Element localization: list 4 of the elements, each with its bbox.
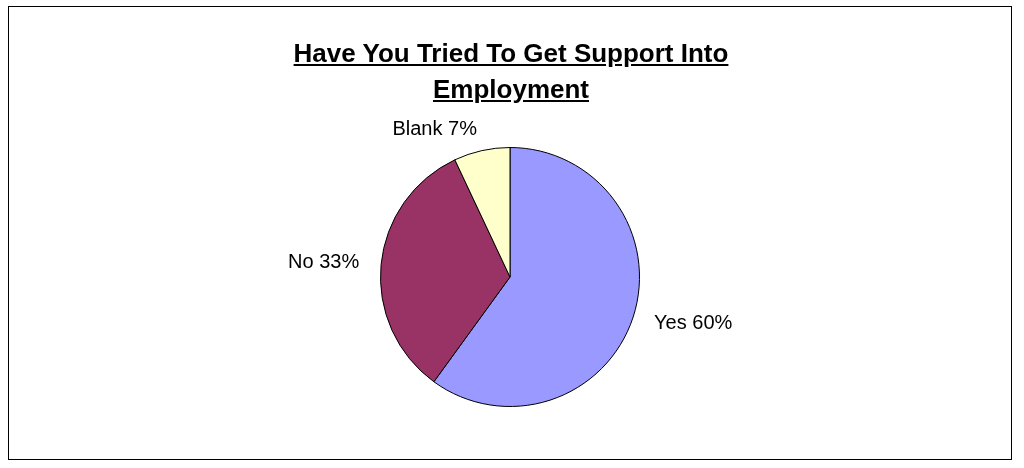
slice-label: No 33% — [288, 250, 360, 273]
slice-label: Yes 60% — [654, 311, 733, 334]
chart-title: Have You Tried To Get Support Into Employment — [292, 37, 730, 106]
slice-label: Blank 7% — [392, 116, 478, 139]
